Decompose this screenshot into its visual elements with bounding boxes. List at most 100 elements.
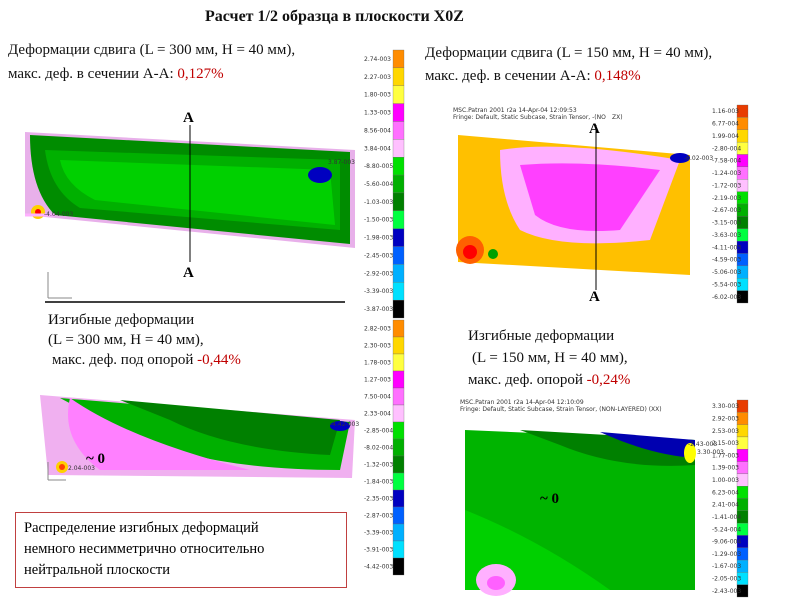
colorbar-label: 2.82-003 — [364, 326, 391, 333]
colorbar-label: -2.19-003 — [712, 195, 741, 202]
fea-plot — [40, 395, 355, 478]
plot-header: Fringe: Default, Static Subcase, Strain … — [453, 114, 606, 121]
caption: (L = 300 мм, H = 40 мм), — [48, 332, 204, 348]
colorbar-cell — [392, 85, 405, 104]
colorbar-label: -1.24-003 — [712, 170, 741, 177]
section-label: A — [183, 110, 194, 126]
plot-label: -4.04-003 — [44, 211, 73, 218]
colorbar-cell — [392, 299, 405, 319]
colorbar-label: 1.39-003 — [712, 465, 739, 472]
note-box: Распределение изгибных деформаций немног… — [15, 512, 347, 588]
colorbar-label: -2.92-003 — [364, 270, 393, 277]
colorbar-label: -6.02-003 — [712, 294, 741, 301]
colorbar-label: -2.45-003 — [364, 252, 393, 259]
colorbar-label: 2.92-003 — [712, 415, 739, 422]
colorbar-label: -2.35-003 — [364, 496, 393, 503]
colorbar-label: -2.05-003 — [712, 576, 741, 583]
colorbar-cell — [392, 438, 405, 457]
colorbar-cell — [392, 336, 405, 355]
colorbar-cell — [392, 282, 405, 301]
colorbar-label: -3.63-003 — [712, 232, 741, 239]
colorbar-label: -4.59-003 — [712, 257, 741, 264]
colorbar-label: 2.41-004 — [712, 502, 739, 509]
colorbar-label: -1.50-003 — [364, 217, 393, 224]
colorbar-label: -1.41-004 — [712, 514, 741, 521]
section-label: A — [589, 121, 600, 137]
colorbar-label: -1.98-003 — [364, 235, 393, 242]
colorbar-label: 1.77-003 — [712, 452, 739, 459]
caption-value: -0,24% — [586, 372, 631, 388]
colorbar-cell — [392, 246, 405, 265]
colorbar-label: 3.30-003 — [712, 403, 739, 410]
colorbar-label: 2.74-003 — [364, 56, 391, 63]
caption: макс. деф. в сечении А-А: 0,127% — [8, 66, 224, 83]
colorbar-cell — [392, 174, 405, 194]
plot-label: -4.42-003 — [330, 421, 359, 428]
colorbar-label: -8.80-005 — [364, 163, 393, 170]
colorbar-label: -9.06-004 — [712, 539, 741, 546]
title: Расчет 1/2 образца в плоскости X0Z — [205, 8, 464, 25]
colorbar-label: -3.87-003 — [364, 306, 393, 313]
plot-header: Fringe: Default, Static Subcase, Strain … — [460, 406, 662, 413]
colorbar-label: -8.02-004 — [364, 445, 393, 452]
note: Распределение изгибных деформаций немног… — [24, 518, 264, 581]
colorbar-label: 2.53-003 — [712, 428, 739, 435]
colorbar-label: 2.33-004 — [364, 411, 391, 418]
colorbar-cell — [392, 103, 405, 122]
colorbar-label: -2.85-004 — [364, 428, 393, 435]
colorbar-label: -3.39-003 — [364, 530, 393, 537]
colorbar-label: -4.42-003 — [364, 564, 393, 571]
colorbar-cell — [392, 192, 405, 211]
colorbar-label: -3.39-003 — [364, 288, 393, 295]
colorbar-label: 2.15-003 — [712, 440, 739, 447]
colorbar-label: 6.23-004 — [712, 489, 739, 496]
caption-text: макс. деф. под опорой — [52, 352, 194, 368]
plot-header: ZX) — [612, 114, 623, 121]
colorbar-label: 1.80-003 — [364, 92, 391, 99]
section-label: A — [589, 289, 600, 305]
approx-label: ~ 0 — [86, 451, 105, 467]
plot-label: 3.87-003 — [328, 159, 355, 166]
colorbar-label: -3.15-003 — [712, 220, 741, 227]
colorbar-label: 1.00-003 — [712, 477, 739, 484]
colorbar-cell — [392, 506, 405, 525]
plot-label: -6.02-003 — [684, 155, 713, 162]
colorbar-cell — [392, 370, 405, 389]
colorbar-cell — [392, 264, 405, 283]
colorbar-label: -1.29-003 — [712, 551, 741, 558]
colorbar-cell — [392, 540, 405, 559]
colorbar-label: 2.27-003 — [364, 74, 391, 81]
approx-label: ~ 0 — [540, 491, 559, 507]
note-line: нейтральной плоскости — [24, 562, 171, 578]
colorbar-label: 1.16-003 — [712, 108, 739, 115]
colorbar-label: 1.78-003 — [364, 360, 391, 367]
caption-text: макс. деф. в сечении А-А: — [8, 66, 174, 82]
colorbar-cell — [736, 584, 749, 598]
colorbar-label: 1.33-003 — [364, 110, 391, 117]
colorbar-cell — [392, 353, 405, 372]
colorbar-cell — [392, 387, 405, 406]
caption: макс. деф. в сечении А-А: 0,148% — [425, 68, 641, 85]
colorbar-label: -5.24-004 — [712, 526, 741, 533]
plot-header: MSC.Patran 2001 r2a 14-Apr-04 12:10:09 — [460, 399, 584, 406]
colorbar-label: -2.43-003 — [712, 588, 741, 595]
plot-label: 3.30-003 — [697, 449, 724, 456]
caption: Изгибные деформации — [468, 328, 615, 344]
colorbar-cell — [392, 523, 405, 542]
colorbar-label: -5.54-003 — [712, 281, 741, 288]
colorbar-cell — [392, 557, 405, 576]
colorbar-cell — [392, 49, 405, 69]
caption-value: 0,127% — [177, 66, 224, 82]
colorbar-label: -3.91-003 — [364, 547, 393, 554]
colorbar-cell — [392, 210, 405, 229]
colorbar-cell — [736, 290, 749, 304]
colorbar-cell — [392, 472, 405, 491]
colorbar-label: 1.27-003 — [364, 377, 391, 384]
note-line: Распределение изгибных деформаций — [24, 520, 259, 536]
colorbar-label: -1.84-003 — [364, 479, 393, 486]
colorbar-cell — [392, 404, 405, 423]
colorbar-label: -5.60-004 — [364, 181, 393, 188]
colorbar-label: 2.30-003 — [364, 343, 391, 350]
